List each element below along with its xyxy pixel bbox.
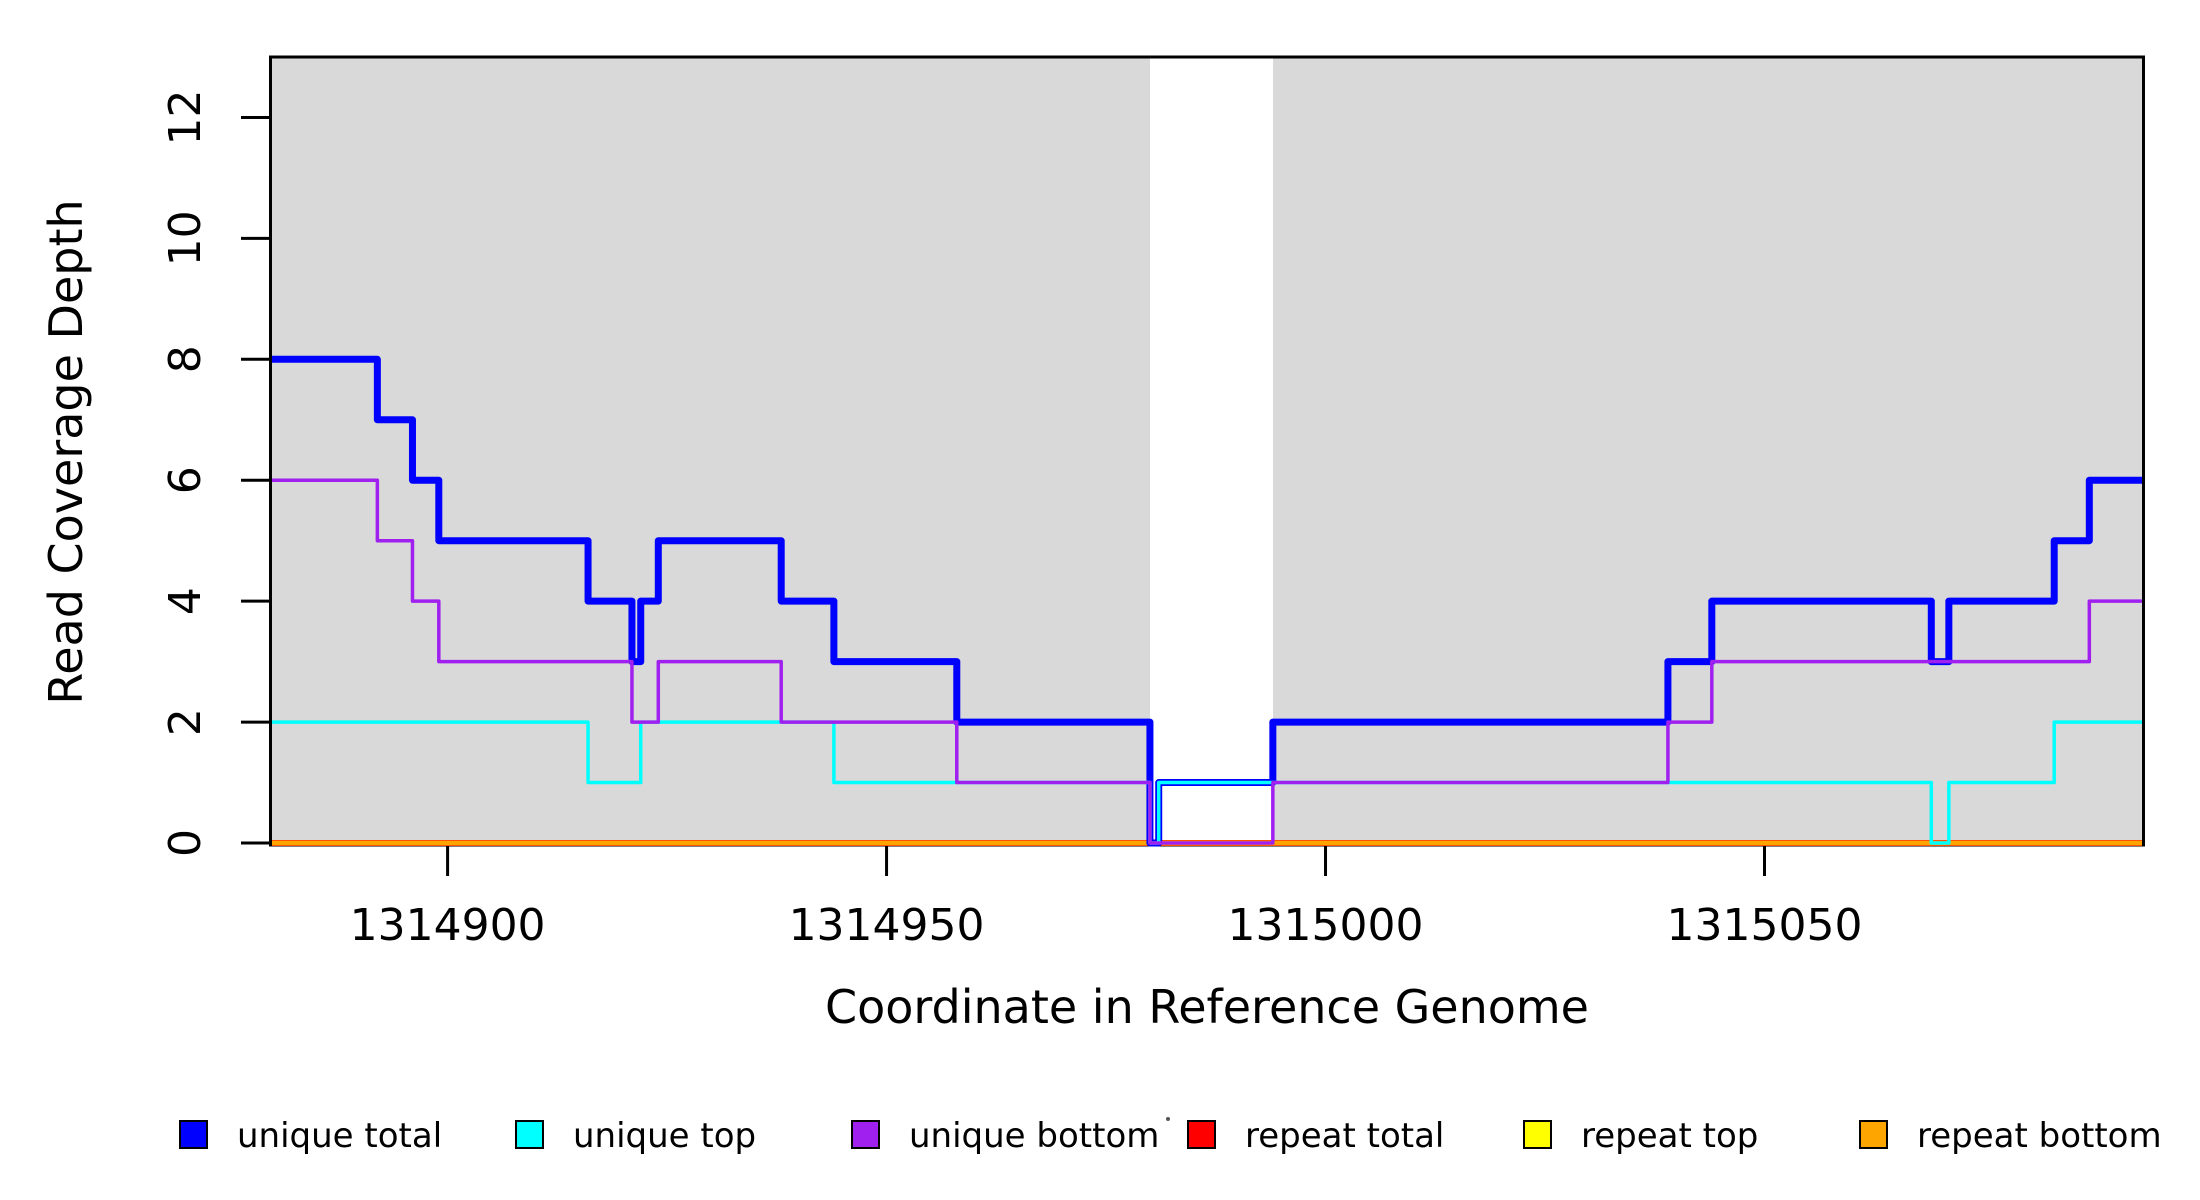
y-tick-label: 10 (160, 210, 211, 266)
legend-item: unique top (515, 1116, 756, 1156)
legend-item: repeat total (1187, 1116, 1444, 1156)
legend-item: unique total (179, 1116, 442, 1156)
legend-swatch (515, 1120, 544, 1149)
x-axis: 1314900 1314950 1315000 1315050 (350, 845, 1863, 951)
legend-swatch (851, 1120, 880, 1149)
x-axis-title: Coordinate in Reference Genome (825, 980, 1589, 1034)
legend: unique total unique top unique bottom repea… (179, 1116, 2162, 1156)
y-tick-label: 2 (160, 708, 211, 736)
y-tick-label: 0 (160, 829, 211, 857)
y-tick-label: 4 (160, 587, 211, 615)
x-tick-label: 1315000 (1228, 900, 1424, 951)
x-tick-label: 1314900 (350, 900, 546, 951)
legend-swatch (1523, 1120, 1552, 1149)
legend-label: repeat top (1581, 1116, 1758, 1156)
legend-label: repeat total (1245, 1116, 1444, 1156)
shaded-region (1272, 58, 2142, 843)
legend-label: unique bottom (909, 1116, 1159, 1156)
legend-label: unique top (573, 1116, 756, 1156)
y-tick-label: 6 (160, 466, 211, 494)
legend-swatch (179, 1120, 208, 1149)
y-tick-label: 8 (160, 345, 211, 373)
legend-swatch (1859, 1120, 1888, 1149)
legend-swatch (1187, 1120, 1216, 1149)
legend-item: unique bottom (851, 1116, 1159, 1156)
y-axis: 0 2 4 6 8 10 12 (160, 89, 269, 857)
legend-item: repeat top (1523, 1116, 1758, 1156)
shaded-region (272, 58, 1150, 843)
series-lines (272, 355, 2142, 847)
series-unique-bottom (272, 478, 2142, 845)
y-axis-title: Read Coverage Depth (39, 199, 93, 704)
x-tick-label: 1315050 (1667, 900, 1863, 951)
background-bands (272, 58, 2142, 843)
legend-label: repeat bottom (1917, 1116, 2162, 1156)
stray-mark (1166, 1117, 1170, 1121)
x-tick-label: 1314950 (789, 900, 985, 951)
legend-label: unique total (237, 1116, 442, 1156)
legend-item: repeat bottom (1859, 1116, 2162, 1156)
y-tick-label: 12 (160, 89, 211, 145)
